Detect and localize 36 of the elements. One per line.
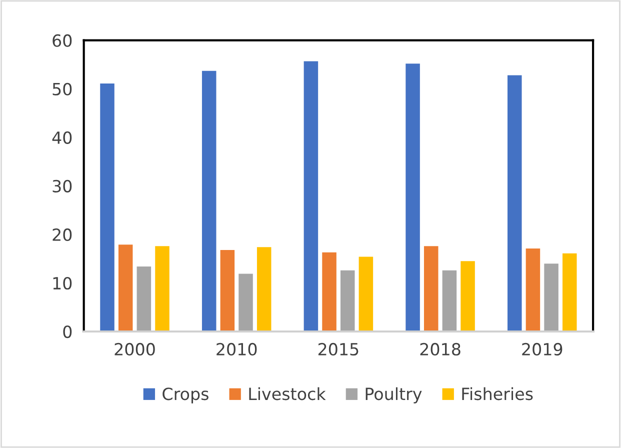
bar <box>544 264 558 332</box>
bar <box>424 246 438 332</box>
legend-label: Livestock <box>249 387 326 400</box>
bar <box>508 75 522 332</box>
bar <box>340 270 355 332</box>
bar <box>406 64 420 332</box>
bar <box>238 274 253 332</box>
bar <box>155 246 170 332</box>
bar <box>322 252 336 332</box>
x-tick-label: 2019 <box>522 342 562 356</box>
bar <box>256 247 272 332</box>
bar <box>526 248 540 332</box>
bar <box>442 270 457 332</box>
bar <box>358 256 374 332</box>
bar <box>202 70 216 332</box>
x-tick-label: 2000 <box>114 342 155 356</box>
bar <box>100 84 114 332</box>
bar <box>460 261 475 332</box>
x-tick-label: 2010 <box>216 342 257 356</box>
y-tick-label: 50 <box>52 82 72 96</box>
x-tick-label: 2015 <box>318 342 358 356</box>
y-tick-label: 30 <box>52 180 72 192</box>
y-tick-label: 20 <box>52 228 72 242</box>
legend-label: Fisheries <box>462 387 533 400</box>
legend-label: Poultry <box>366 387 422 404</box>
x-tick-label: 2018 <box>420 342 460 356</box>
y-tick-label: 10 <box>53 276 72 290</box>
y-tick-label: 40 <box>52 131 72 144</box>
y-tick-label: 0 <box>63 325 72 338</box>
legend-label: Crops <box>162 388 208 404</box>
bar <box>220 250 235 332</box>
bar <box>118 244 133 332</box>
bar <box>304 61 318 332</box>
bar <box>562 253 577 332</box>
y-tick-label: 60 <box>52 34 72 47</box>
bar <box>136 266 152 332</box>
